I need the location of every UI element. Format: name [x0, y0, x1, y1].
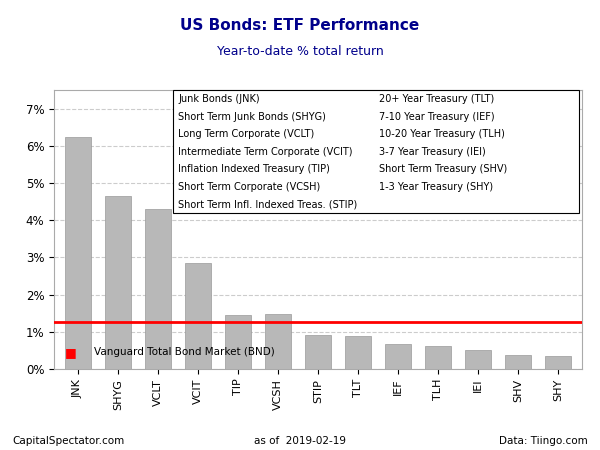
Text: 20+ Year Treasury (TLT): 20+ Year Treasury (TLT): [379, 94, 494, 104]
Bar: [345, 336, 371, 369]
Text: 1-3 Year Treasury (SHY): 1-3 Year Treasury (SHY): [379, 182, 493, 192]
Bar: [145, 209, 171, 369]
Text: Vanguard Total Bond Market (BND): Vanguard Total Bond Market (BND): [94, 347, 274, 357]
Bar: [305, 335, 331, 369]
Text: Short Term Treasury (SHV): Short Term Treasury (SHV): [379, 165, 507, 175]
Text: Short Term Corporate (VCSH): Short Term Corporate (VCSH): [178, 182, 320, 192]
Text: CapitalSpectator.com: CapitalSpectator.com: [12, 436, 124, 446]
Text: Intermediate Term Corporate (VCIT): Intermediate Term Corporate (VCIT): [178, 147, 353, 157]
Text: Data: Tiingo.com: Data: Tiingo.com: [499, 436, 588, 446]
Bar: [65, 136, 91, 369]
Text: 3-7 Year Treasury (IEI): 3-7 Year Treasury (IEI): [379, 147, 485, 157]
Bar: [265, 314, 291, 369]
Text: ■: ■: [65, 346, 76, 359]
Text: as of  2019-02-19: as of 2019-02-19: [254, 436, 346, 446]
Bar: [545, 356, 571, 369]
Text: Junk Bonds (JNK): Junk Bonds (JNK): [178, 94, 260, 104]
Text: Short Term Junk Bonds (SHYG): Short Term Junk Bonds (SHYG): [178, 112, 326, 122]
Text: Year-to-date % total return: Year-to-date % total return: [217, 45, 383, 58]
Bar: [105, 196, 131, 369]
Text: Short Term Infl. Indexed Treas. (STIP): Short Term Infl. Indexed Treas. (STIP): [178, 200, 358, 210]
Text: US Bonds: ETF Performance: US Bonds: ETF Performance: [181, 18, 419, 33]
Bar: [385, 344, 411, 369]
Text: Long Term Corporate (VCLT): Long Term Corporate (VCLT): [178, 129, 314, 140]
Bar: [465, 350, 491, 369]
Text: 7-10 Year Treasury (IEF): 7-10 Year Treasury (IEF): [379, 112, 494, 122]
Bar: [185, 263, 211, 369]
Bar: [505, 355, 531, 369]
Bar: [425, 346, 451, 369]
Text: 10-20 Year Treasury (TLH): 10-20 Year Treasury (TLH): [379, 129, 505, 140]
Bar: [225, 315, 251, 369]
Text: Inflation Indexed Treasury (TIP): Inflation Indexed Treasury (TIP): [178, 165, 330, 175]
Bar: [173, 90, 580, 213]
